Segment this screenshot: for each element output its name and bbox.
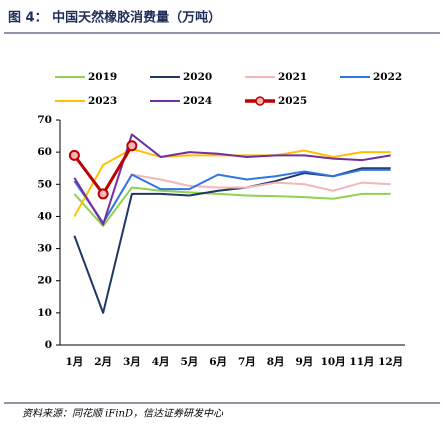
series-line	[73, 186, 391, 228]
legend-label: 2025	[278, 95, 307, 107]
y-tick-label: 30	[37, 243, 52, 255]
legend-label: 2021	[278, 71, 307, 83]
legend-label: 2019	[88, 71, 117, 83]
x-tick-label: 8月	[267, 356, 285, 368]
x-tick-label: 1月	[65, 356, 83, 368]
chart-title: 图 4： 中国天然橡胶消费量（万吨）	[8, 10, 221, 26]
x-tick-label: 10月	[321, 356, 346, 368]
x-tick-label: 5月	[180, 356, 198, 368]
point-marker	[68, 149, 80, 161]
y-tick-label: 70	[37, 114, 52, 126]
y-tick-label: 0	[45, 339, 52, 351]
legend-label: 2024	[183, 95, 212, 107]
x-tick-label: 11月	[349, 356, 374, 368]
y-tick-label: 50	[37, 178, 52, 190]
legend-label: 2020	[183, 71, 212, 83]
x-tick-label: 9月	[295, 356, 313, 368]
series-line	[73, 168, 391, 224]
source: 资料来源：同花顺 iFinD，信达证券研发中心	[22, 408, 224, 420]
legend-label: 2023	[88, 95, 117, 107]
x-tick-label: 4月	[152, 356, 170, 368]
y-tick-label: 10	[37, 307, 52, 319]
y-tick-label: 20	[37, 275, 52, 287]
series-line	[73, 133, 391, 226]
legend-marker	[255, 96, 265, 106]
x-tick-label: 7月	[238, 356, 256, 368]
legend-label: 2022	[373, 71, 402, 83]
x-tick-label: 6月	[209, 356, 227, 368]
series-line	[73, 173, 391, 224]
x-tick-label: 3月	[123, 356, 141, 368]
x-tick-label: 2月	[94, 356, 112, 368]
y-tick-label: 40	[37, 210, 52, 222]
point-marker	[126, 140, 138, 152]
x-tick-label: 12月	[378, 356, 403, 368]
point-marker	[97, 188, 109, 200]
y-tick-label: 60	[37, 146, 52, 158]
